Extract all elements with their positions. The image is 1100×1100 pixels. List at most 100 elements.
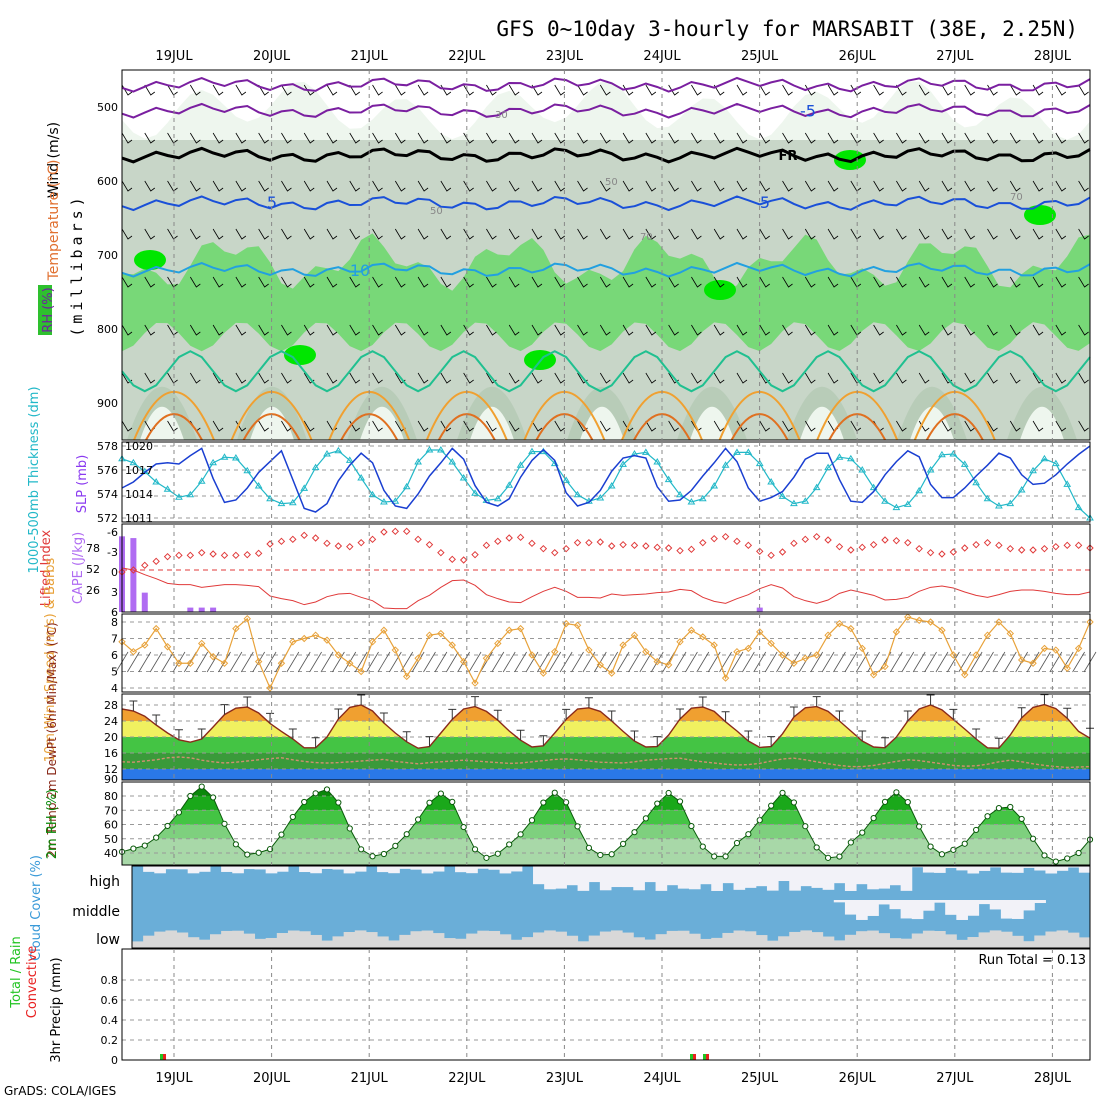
slp-label: SLP (mb): [75, 455, 90, 514]
rh-marker: [437, 790, 444, 797]
slp-marker: [323, 450, 331, 457]
wind-speed-marker: [414, 654, 422, 663]
rh-marker: [540, 799, 547, 806]
wind-barb: [759, 84, 770, 96]
low-cloud-gap: [432, 933, 445, 948]
rh-marker: [517, 831, 524, 838]
wind-speed-marker: [710, 641, 718, 649]
high-cloud-gap: [343, 866, 356, 874]
y-tick-label: 20: [104, 731, 118, 744]
lifted-index-marker: [881, 536, 889, 544]
high-cloud-gap: [477, 866, 489, 869]
slp-marker: [197, 477, 206, 484]
run-total: Run Total = 0.13: [978, 953, 1086, 968]
wind-barb: [981, 651, 994, 673]
rh-contour-label: 50: [605, 177, 618, 188]
wind-barb: [508, 276, 520, 288]
wind-barb: [759, 228, 770, 240]
wind-barb: [736, 324, 748, 336]
wind-barb: [195, 651, 209, 673]
minmax-whisker: [425, 736, 434, 747]
wind-speed-marker: [277, 659, 286, 667]
lifted-index-marker: [243, 550, 251, 559]
wind-barb: [571, 651, 584, 673]
lifted-index-marker: [402, 527, 411, 536]
bottom-date-tick: 20JUL: [253, 1071, 291, 1086]
high-cloud-gap: [622, 866, 634, 888]
slp-marker: [915, 486, 924, 494]
slp-marker: [744, 448, 753, 455]
lifted-index-marker: [414, 535, 422, 544]
panel-frame: [121, 948, 1091, 1061]
wind-barb: [599, 276, 611, 288]
wind-barb: [782, 420, 793, 432]
wind-barb: [149, 651, 163, 673]
slp-marker: [562, 476, 571, 483]
wind-barb: [873, 324, 884, 336]
high-cloud-gap: [321, 866, 334, 869]
slp-marker: [869, 483, 878, 491]
wind-speed-marker: [915, 616, 923, 625]
high-cloud-gap: [989, 866, 1002, 868]
wind-barb: [303, 84, 315, 96]
minmax-whisker: [516, 729, 525, 741]
low-cloud-gap: [655, 934, 668, 948]
rh-marker: [779, 789, 786, 796]
wind-barb: [394, 276, 406, 288]
wind-barb: [713, 324, 725, 336]
wind-barb: [855, 651, 869, 673]
rh-marker: [836, 853, 843, 860]
wind-speed-marker: [1029, 659, 1037, 667]
wind-barb: [235, 84, 247, 96]
wind-barb: [508, 420, 520, 432]
minmax-whisker: [767, 736, 776, 747]
minmax-whisker: [881, 737, 890, 748]
slp-marker: [391, 497, 400, 504]
upper-mb-label: (millibars): [68, 193, 86, 336]
wind-barb: [577, 324, 588, 336]
high-cloud-gap: [755, 866, 768, 887]
rh-marker: [847, 839, 854, 846]
rh-contour-label: 70: [1010, 192, 1023, 203]
wind-barb: [918, 372, 930, 384]
y-tick-label: 1011: [125, 512, 153, 525]
low-cloud-gap: [755, 935, 768, 948]
wind-barb: [258, 132, 269, 144]
wind-barb: [440, 276, 452, 288]
wind-barb: [525, 651, 539, 673]
wind-barb: [736, 276, 748, 288]
minmax-whisker: [789, 706, 798, 717]
wind-barb: [896, 276, 907, 288]
rh-line: [121, 785, 1091, 863]
slp-marker: [175, 493, 183, 500]
low-cloud-gap: [1056, 930, 1069, 948]
rh-marker: [403, 831, 410, 838]
wind-barb: [645, 420, 657, 432]
slp-marker: [983, 494, 992, 502]
low-cloud-gap: [677, 930, 690, 948]
minmax-whisker: [220, 704, 229, 715]
rh-marker: [1052, 858, 1059, 865]
slp-marker: [995, 502, 1003, 509]
wind-barb: [531, 228, 543, 240]
high-cloud-gap: [1056, 866, 1069, 871]
lifted-index-marker: [938, 550, 946, 558]
low-cloud-gap: [1023, 941, 1035, 948]
cloud-row-label: high: [89, 874, 120, 890]
lifted-index-marker: [334, 542, 343, 550]
high-cloud-gap: [299, 866, 311, 873]
wind-speed-marker: [254, 657, 263, 666]
low-cloud-gap: [343, 931, 356, 948]
slp-marker: [493, 494, 502, 502]
high-cloud-gap: [978, 866, 991, 871]
low-cloud-gap: [299, 931, 311, 948]
y-tick-label: 800: [97, 323, 118, 336]
slp-marker: [231, 454, 240, 461]
wind-speed-marker: [573, 621, 582, 630]
wind-barb: [303, 324, 315, 336]
rh-marker: [973, 826, 980, 834]
wind-barb: [827, 324, 839, 336]
low-cloud-gap: [143, 935, 155, 948]
panel-frame: [121, 693, 1091, 781]
wind-barb: [691, 276, 702, 288]
